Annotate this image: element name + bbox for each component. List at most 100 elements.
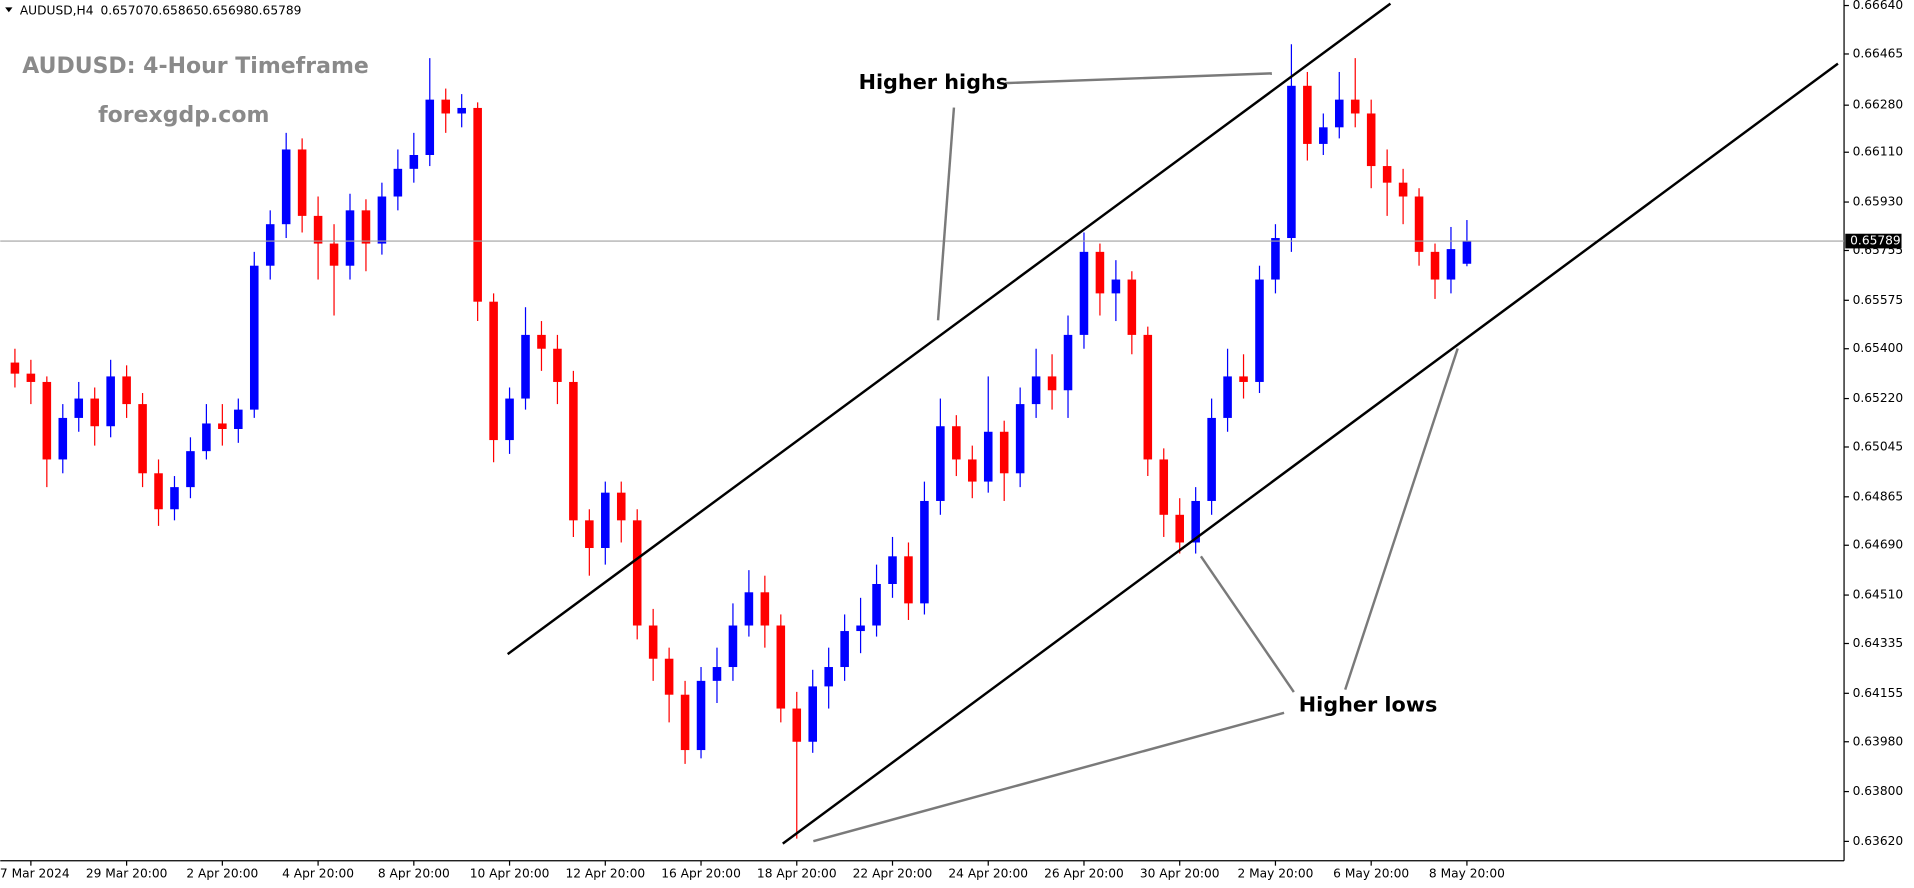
x-tick-label: 2 Apr 20:00 [186,867,258,881]
candle-body [680,694,690,751]
upper-trendline [506,2,1392,656]
candle-body [1287,85,1296,239]
candle-body [26,373,36,382]
x-tick-label: 2 May 20:00 [1237,867,1313,881]
x-tick-label: 27 Mar 2024 [0,867,70,881]
candle-body [1191,500,1200,543]
candle-body [249,265,259,410]
y-tick-label: 0.66465 [1853,46,1904,60]
candle-body [1159,459,1169,515]
header-close: 0.65789 [251,4,302,18]
y-tick-label: 0.65575 [1853,293,1904,307]
y-tick-label: 0.66280 [1853,98,1904,112]
candle-body [1095,251,1105,294]
candle-body [585,520,594,549]
candle-body [234,409,243,430]
candle-body [792,708,802,742]
candle-body [840,631,849,668]
candle-body [1015,404,1025,474]
candle-body [58,417,68,460]
candle-body [760,592,770,626]
candle-body [90,398,99,427]
candle-body [425,99,435,155]
candle-body [537,334,546,349]
menu-icon [5,7,13,13]
candle-body [808,686,818,742]
chart-subtitle: forexgdp.com [98,103,269,128]
candle-body [377,196,387,244]
price-label: 0.65789 [1850,234,1901,248]
y-tick-label: 0.65045 [1853,439,1904,453]
candle-body [297,149,307,216]
candle-body [728,625,738,668]
candle-body [521,334,530,399]
candle-body [1127,279,1137,335]
candle-body [361,210,371,244]
y-tick-label: 0.65400 [1853,341,1904,355]
x-tick-label: 18 Apr 20:00 [757,867,837,881]
candle-body [1175,514,1184,543]
candle-body [186,451,195,488]
lower-trendline [782,62,1839,845]
candle-body [1430,251,1440,280]
header-high: 0.65865 [151,4,202,18]
candle-body [329,243,339,266]
y-tick-label: 0.63980 [1853,734,1904,748]
candle-body [489,301,498,441]
candle-body [952,426,961,460]
candle-body [999,431,1009,474]
y-tick-label: 0.63620 [1853,834,1904,848]
candle-body [601,492,610,549]
candle-body [712,667,722,681]
candle-body [968,459,977,482]
x-tick-label: 29 Mar 20:00 [86,867,168,881]
candle-body [1031,376,1041,405]
y-tick-label: 0.66110 [1853,145,1904,159]
candle-body [888,556,897,584]
candle-body [170,487,179,510]
pointer-line [1199,555,1295,693]
x-tick-label: 22 Apr 20:00 [853,867,933,881]
candle-body [313,215,323,244]
x-tick-label: 10 Apr 20:00 [470,867,550,881]
y-tick-label: 0.65930 [1853,195,1904,209]
x-tick-label: 4 Apr 20:00 [282,867,354,881]
candle-body [42,381,52,460]
pointer-line [1005,72,1272,85]
candle-body [1207,417,1216,501]
candle-body [265,224,275,266]
candle-body [409,154,419,169]
candle-body [904,556,913,604]
candle-body [936,426,945,501]
y-tick-label: 0.64865 [1853,489,1904,503]
candle-body [138,404,147,474]
x-tick-label: 16 Apr 20:00 [661,867,741,881]
candle-body [920,500,929,604]
candle-body [1063,334,1073,391]
candle-body [1350,99,1360,114]
candle-body [872,583,881,626]
candle-body [648,625,658,659]
candle-body [1414,196,1424,252]
candle-body [1239,376,1248,382]
candle-body [1319,127,1328,144]
candle-body [106,376,115,427]
candle-body [345,210,355,266]
candle-body [122,376,131,405]
candle-body [74,398,84,418]
annotation: Higher lows [1299,692,1438,716]
candle-body [664,658,674,695]
x-tick-label: 24 Apr 20:00 [948,867,1028,881]
candle-body [1223,376,1232,418]
candle-body [744,592,754,626]
candle-body [473,107,482,302]
candle-body [10,362,20,374]
x-tick-label: 8 Apr 20:00 [378,867,450,881]
candle-body [1271,238,1280,280]
x-tick-label: 30 Apr 20:00 [1140,867,1220,881]
x-tick-label: 26 Apr 20:00 [1044,867,1124,881]
candle-body [1398,182,1408,197]
candle-body [1334,99,1344,128]
candle-body [1143,334,1153,460]
